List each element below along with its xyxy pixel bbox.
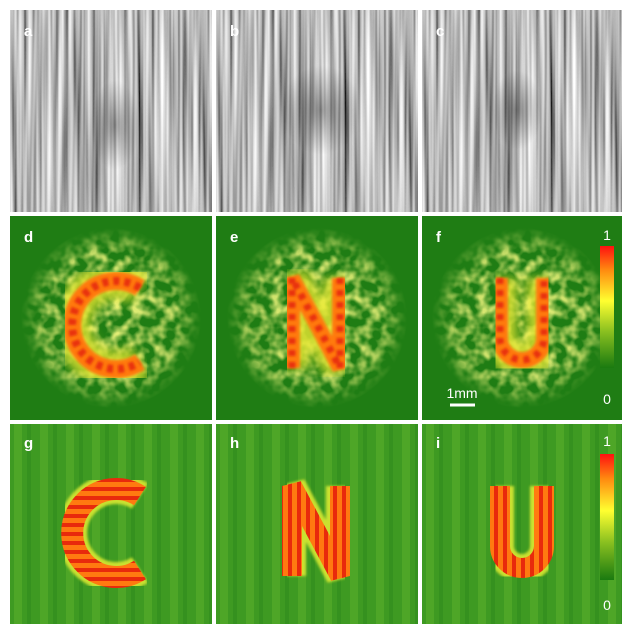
panel-label: h <box>230 435 239 452</box>
colorbar-max: 1 <box>603 227 611 243</box>
panel-label: i <box>436 435 440 452</box>
panel-label: b <box>230 23 239 40</box>
hologram-panels <box>10 10 622 212</box>
panel-label: g <box>24 435 33 452</box>
colorbar-min: 0 <box>603 597 611 613</box>
panel-label: c <box>436 23 444 40</box>
colorbar-min: 0 <box>603 391 611 407</box>
scale-bar-label: 1mm <box>446 385 477 401</box>
reconstruction-panels-2 <box>10 424 622 624</box>
panel-label: e <box>230 229 238 246</box>
colorbar <box>600 454 614 580</box>
reconstruction-panels <box>10 216 622 420</box>
colorbar-max: 1 <box>603 433 611 449</box>
colorbar <box>600 246 614 368</box>
panel-label: f <box>436 229 442 246</box>
panel-label: d <box>24 229 33 246</box>
panel-label: a <box>24 23 33 40</box>
